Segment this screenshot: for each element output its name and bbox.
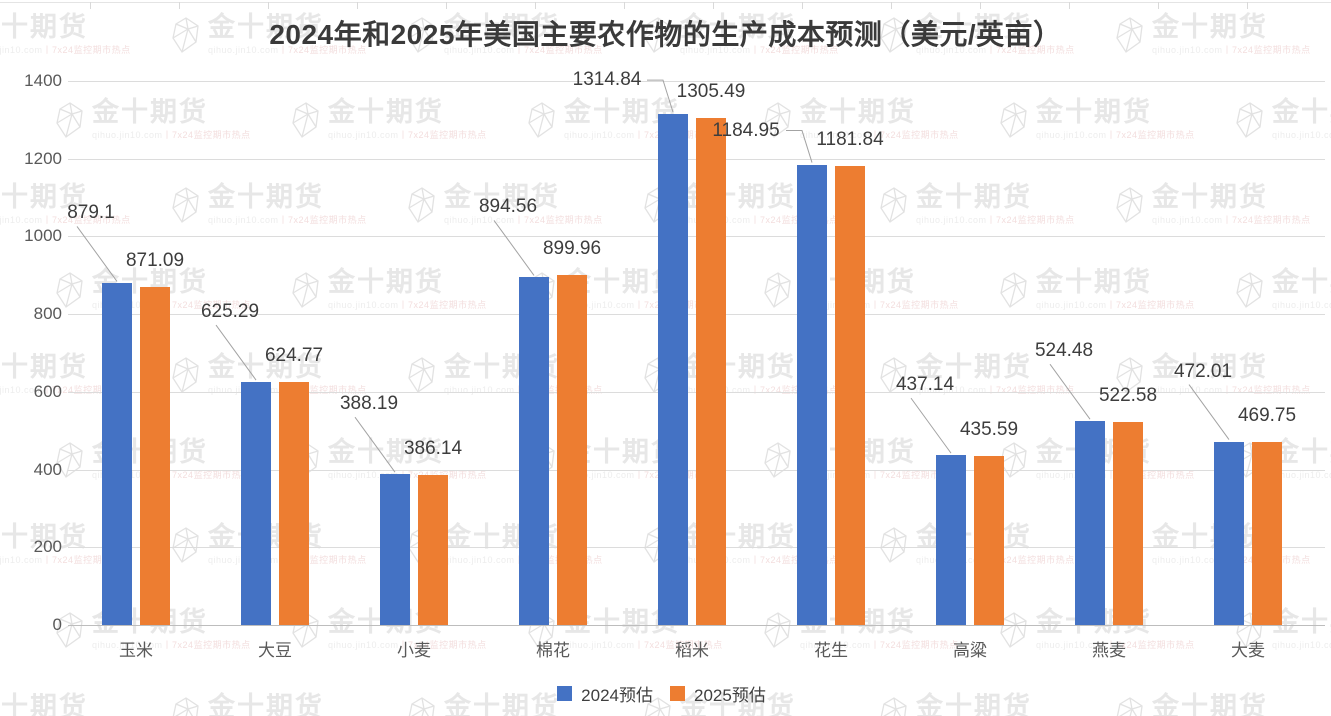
y-tick-label: 1200: [24, 148, 62, 168]
leader-line-大豆: [215, 324, 257, 381]
bar-2024-小麦: [380, 474, 410, 625]
ruler-tick: [535, 2, 536, 9]
ruler-tick: [179, 2, 180, 9]
ruler-tick: [357, 2, 358, 9]
category-label-大豆: 大豆: [258, 641, 292, 660]
leader-line-稻米: [647, 79, 674, 113]
data-label-2024-花生: 1184.95: [712, 119, 780, 141]
ruler-tick: [624, 2, 625, 9]
y-tick-label: 1000: [24, 226, 62, 246]
data-label-2025-花生: 1181.84: [816, 128, 884, 150]
data-label-2025-大豆: 624.77: [264, 345, 324, 367]
ruler-tick: [713, 2, 714, 9]
data-label-2024-稻米: 1314.84: [572, 69, 642, 91]
ruler-tick: [980, 2, 981, 9]
ruler-tick: [802, 2, 803, 9]
legend-label-2025: 2025预估: [694, 686, 766, 705]
data-label-2025-燕麦: 522.58: [1098, 384, 1158, 406]
data-label-2024-玉米: 879.1: [67, 202, 115, 224]
category-label-小麦: 小麦: [397, 641, 431, 660]
data-label-2024-燕麦: 524.48: [1034, 340, 1094, 362]
legend-swatch-2025: [670, 686, 685, 701]
leader-line-棉花: [493, 220, 535, 276]
ruler-tick: [1158, 2, 1159, 9]
category-label-高粱: 高粱: [953, 641, 987, 660]
y-tick-label: 200: [33, 537, 62, 557]
gridline-1400: [68, 81, 1325, 82]
bar-2025-大豆: [279, 382, 309, 625]
category-label-玉米: 玉米: [119, 641, 153, 660]
top-ruler-line: [0, 2, 1331, 3]
ruler-tick: [1069, 2, 1070, 9]
leader-line-花生: [786, 130, 813, 163]
data-label-2024-大麦: 472.01: [1173, 360, 1233, 382]
ruler-tick: [90, 2, 91, 9]
data-label-2024-高粱: 437.14: [895, 374, 955, 396]
leader-line-高粱: [910, 397, 952, 454]
leader-line-大麦: [1188, 384, 1230, 440]
y-tick-label: 1400: [24, 71, 62, 90]
data-label-2025-棉花: 899.96: [542, 238, 602, 260]
bar-2024-高粱: [936, 455, 966, 625]
data-label-2024-小麦: 388.19: [339, 393, 399, 415]
bar-2025-高粱: [974, 455, 1004, 625]
data-label-2025-高粱: 435.59: [959, 418, 1019, 440]
legend-swatch-2024: [557, 686, 573, 701]
ruler-tick: [446, 2, 447, 9]
legend: 2024预估 2025预估: [0, 681, 1331, 706]
bar-2024-花生: [797, 164, 827, 625]
data-label-2024-大豆: 625.29: [200, 301, 260, 323]
leader-line-燕麦: [1049, 363, 1091, 420]
category-label-稻米: 稻米: [675, 641, 709, 660]
chart-title: 2024年和2025年美国主要农作物的生产成本预测（美元/英亩）: [269, 19, 1062, 50]
data-label-2025-稻米: 1305.49: [676, 80, 746, 102]
bar-2024-大豆: [241, 382, 271, 625]
leader-line-玉米: [76, 226, 118, 282]
bar-2025-棉花: [557, 275, 587, 625]
bar-2025-稻米: [696, 117, 726, 625]
y-tick-label: 600: [33, 381, 62, 401]
data-label-2025-玉米: 871.09: [125, 249, 185, 271]
y-tick-label: 800: [33, 304, 62, 324]
ruler-tick: [891, 2, 892, 9]
bar-2025-燕麦: [1113, 421, 1143, 625]
legend-label-2024: 2024预估: [581, 686, 653, 705]
bar-2025-花生: [835, 165, 865, 625]
category-label-燕麦: 燕麦: [1092, 641, 1126, 660]
bar-2025-玉米: [140, 286, 170, 625]
data-label-2025-小麦: 386.14: [403, 437, 463, 459]
leader-line-小麦: [354, 416, 396, 473]
ruler-tick: [268, 2, 269, 9]
data-label-2025-大麦: 469.75: [1237, 405, 1297, 427]
gridline-0: [68, 625, 1325, 626]
ruler-tick: [1247, 2, 1248, 9]
y-tick-label: 400: [33, 459, 62, 479]
bar-2024-燕麦: [1075, 421, 1105, 625]
category-label-花生: 花生: [814, 641, 848, 660]
data-label-2024-棉花: 894.56: [478, 196, 538, 218]
bar-2024-玉米: [102, 283, 132, 625]
